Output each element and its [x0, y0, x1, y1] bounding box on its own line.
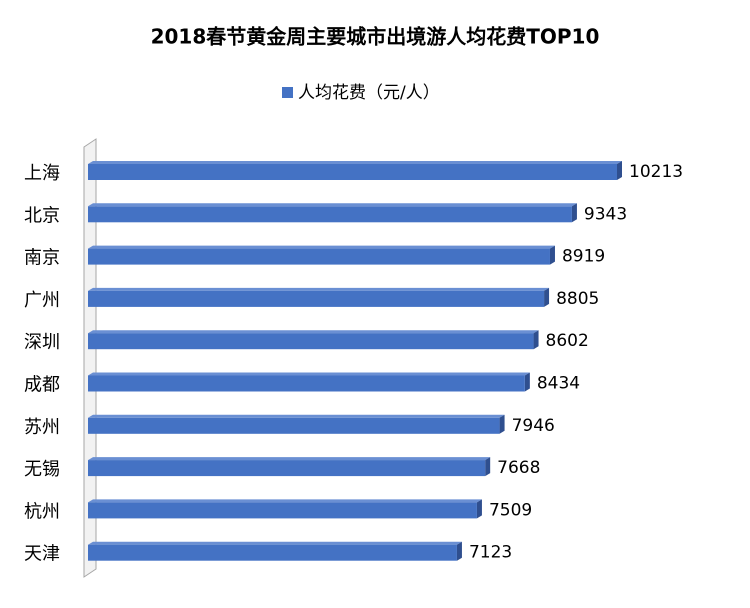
- bar-top: [88, 414, 505, 418]
- bar: [88, 206, 572, 223]
- y-tick-label: 南京: [24, 248, 60, 269]
- data-label: 8434: [537, 374, 580, 394]
- data-label: 7668: [497, 458, 540, 478]
- bar-side: [549, 245, 555, 265]
- bar: [88, 502, 477, 519]
- bar: [88, 544, 457, 561]
- data-label: 8919: [562, 247, 605, 267]
- y-tick-label: 深圳: [24, 332, 60, 353]
- bar-side: [533, 330, 539, 350]
- y-tick-label: 杭州: [24, 501, 60, 522]
- bar-top: [88, 330, 539, 334]
- y-tick-label: 天津: [24, 544, 60, 565]
- bar: [88, 417, 500, 434]
- data-label: 7509: [489, 500, 532, 520]
- data-label: 10213: [629, 162, 683, 182]
- legend-label: 人均花费（元/人）: [298, 83, 440, 103]
- data-label: 8602: [546, 331, 589, 351]
- bar-top: [88, 287, 550, 291]
- bar: [88, 375, 525, 392]
- bar-top: [88, 541, 462, 545]
- y-tick-label: 北京: [24, 205, 60, 226]
- legend-swatch: [282, 87, 293, 98]
- bar-side: [524, 372, 530, 392]
- chart-title: 2018春节黄金周主要城市出境游人均花费TOP10: [151, 25, 600, 49]
- bar-side: [456, 541, 462, 561]
- bar-top: [88, 245, 555, 249]
- y-tick-label: 无锡: [24, 459, 60, 480]
- bar: [88, 290, 545, 307]
- bar-side: [617, 161, 622, 180]
- data-label: 7946: [512, 416, 555, 436]
- y-tick-label: 广州: [24, 290, 60, 311]
- bar-side: [485, 457, 491, 477]
- bar-side: [476, 499, 482, 519]
- bar-top: [88, 161, 622, 164]
- bar: [88, 248, 550, 265]
- bar: [88, 333, 534, 350]
- bar-top: [88, 203, 577, 207]
- bar-side: [571, 203, 577, 223]
- data-label: 9343: [584, 204, 627, 224]
- y-tick-label: 成都: [24, 375, 60, 396]
- bar: [88, 164, 617, 180]
- bar-side: [499, 414, 505, 434]
- bar-top: [88, 372, 530, 376]
- y-tick-label: 苏州: [24, 417, 60, 438]
- bar-top: [88, 499, 482, 503]
- bar-top: [88, 457, 491, 461]
- data-label: 7123: [469, 543, 512, 563]
- bar: [88, 460, 486, 477]
- y-tick-label: 上海: [24, 163, 60, 184]
- data-label: 8805: [556, 289, 599, 309]
- bar-side: [544, 287, 550, 307]
